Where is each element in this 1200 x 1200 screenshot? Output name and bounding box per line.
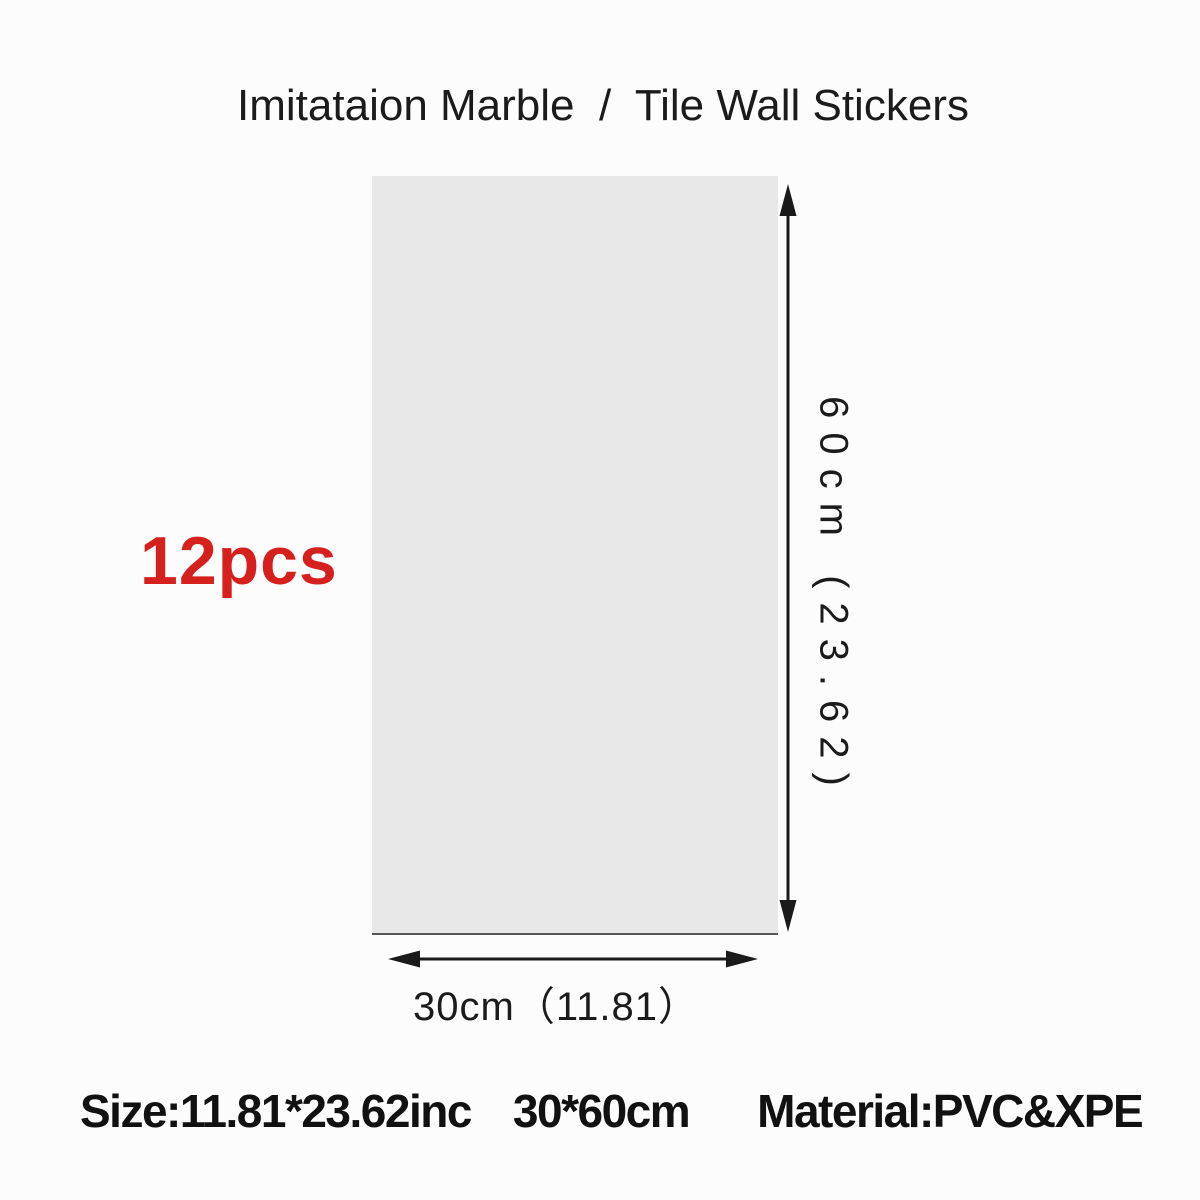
height-dimension-arrow (779, 184, 797, 932)
specs-size-cm: 30*60cm (512, 1085, 691, 1137)
specs-size-inches: Size:11.81*23.62inc (80, 1085, 472, 1137)
specs-material: Material:PVC&XPE (757, 1085, 1144, 1137)
product-title: Imitataion Marble / Tile Wall Stickers (237, 81, 969, 130)
arrow-right-icon (726, 950, 758, 968)
arrow-down-icon (779, 900, 797, 932)
width-dimension-label: 30cm（11.81） (413, 985, 699, 1029)
height-dimension-label: 60cm (23.62) (811, 396, 856, 800)
arrow-left-icon (388, 950, 420, 968)
arrow-up-icon (779, 184, 797, 216)
tile-swatch (372, 176, 778, 935)
quantity-label: 12pcs (140, 523, 338, 599)
width-dimension-arrow (388, 950, 758, 968)
specs-bar: Size:11.81*23.62inc 30*60cm Material:PVC… (80, 1084, 1144, 1138)
